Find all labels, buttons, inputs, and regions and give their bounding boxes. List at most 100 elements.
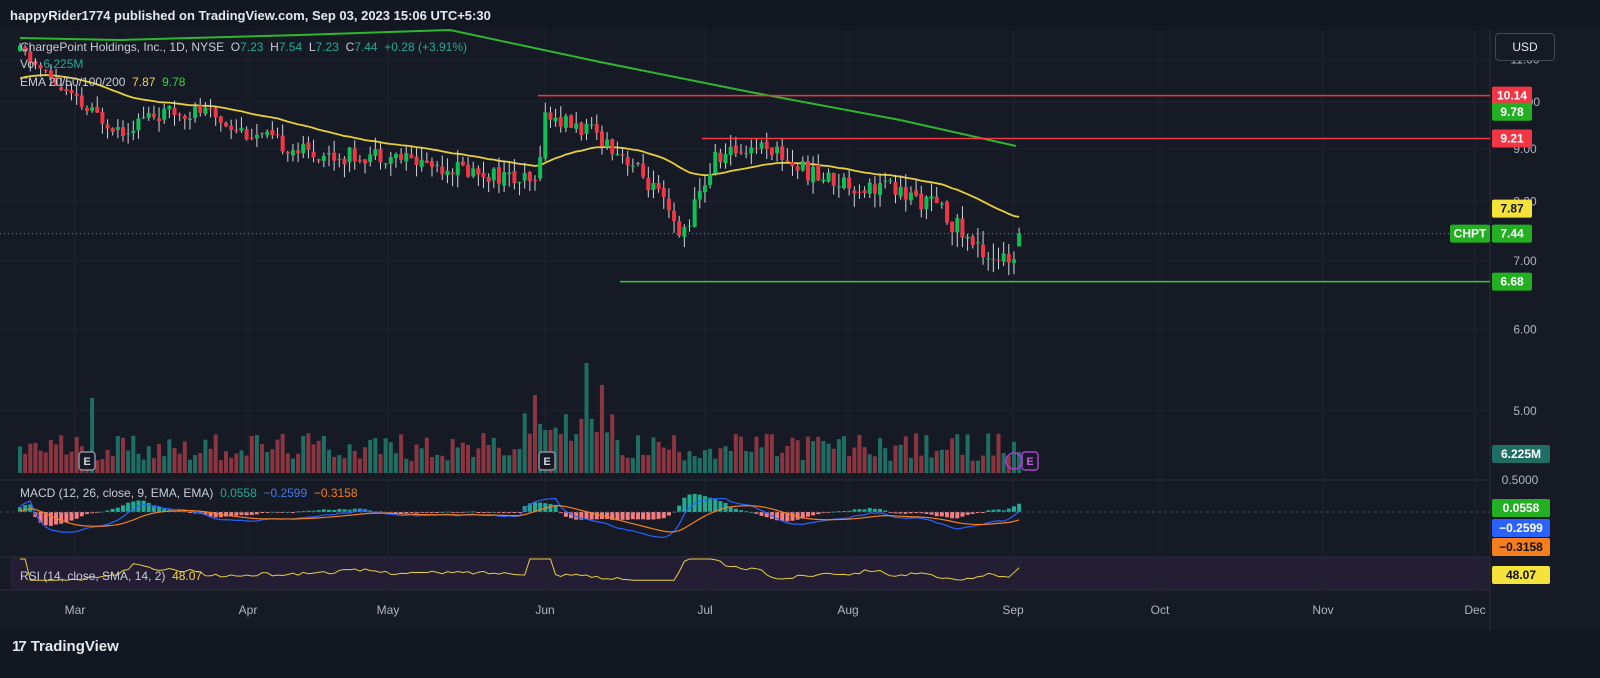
candle-body bbox=[718, 152, 723, 163]
volume-bar bbox=[404, 458, 409, 473]
candle-body bbox=[146, 113, 151, 118]
volume-bar bbox=[172, 447, 177, 473]
volume-bar bbox=[388, 442, 393, 473]
candle-body bbox=[599, 131, 604, 147]
macd-histogram-bar bbox=[739, 510, 743, 512]
candle-body bbox=[471, 168, 476, 177]
top-bar bbox=[0, 0, 1600, 30]
volume-bar bbox=[934, 450, 939, 473]
macd-histogram-bar bbox=[533, 502, 537, 512]
macd-histogram-bar bbox=[903, 512, 908, 514]
candle-body bbox=[656, 182, 661, 189]
candle-body bbox=[512, 171, 517, 184]
volume-bar bbox=[229, 457, 234, 473]
volume-bar bbox=[620, 455, 625, 473]
volume-bar bbox=[790, 437, 795, 473]
candle-body bbox=[337, 158, 342, 160]
volume-bar bbox=[110, 455, 115, 473]
volume-bar bbox=[857, 434, 862, 473]
candle-body bbox=[115, 127, 120, 130]
candle-body bbox=[167, 105, 172, 110]
volume-bar bbox=[316, 440, 321, 473]
candle-body bbox=[919, 193, 924, 210]
candle-body bbox=[527, 172, 532, 182]
candle-body bbox=[399, 154, 404, 160]
candle-body bbox=[126, 133, 131, 135]
volume-bar bbox=[878, 438, 883, 473]
candle-body bbox=[332, 152, 337, 161]
volume-bar bbox=[419, 448, 424, 473]
macd-histogram-bar bbox=[929, 512, 934, 515]
candle-body bbox=[903, 187, 908, 200]
volume-bar bbox=[517, 448, 522, 473]
candle-body bbox=[867, 182, 872, 194]
volume-bar bbox=[939, 449, 944, 473]
candle-body bbox=[285, 152, 290, 154]
candle-body bbox=[435, 164, 440, 166]
macd-histogram-bar bbox=[867, 507, 872, 512]
macd-histogram-bar bbox=[90, 512, 95, 514]
macd-histogram-bar bbox=[687, 494, 692, 512]
low-value: 7.23 bbox=[315, 40, 339, 54]
volume-bar bbox=[249, 435, 254, 473]
x-tick-label: Aug bbox=[837, 603, 858, 617]
candle-body bbox=[507, 172, 512, 175]
symbol-name[interactable]: ChargePoint Holdings, Inc., 1D, NYSE bbox=[20, 40, 225, 54]
volume-bar bbox=[785, 445, 790, 473]
volume-bar bbox=[234, 453, 239, 473]
macd-histogram-bar bbox=[115, 507, 120, 512]
macd-tag bbox=[1492, 538, 1550, 556]
volume-bar bbox=[383, 438, 388, 473]
x-tick-label: Oct bbox=[1151, 603, 1170, 617]
candle-body bbox=[18, 45, 22, 51]
macd-histogram-bar bbox=[38, 512, 43, 523]
currency-button[interactable]: USD bbox=[1495, 33, 1555, 61]
volume-bar bbox=[805, 436, 810, 473]
candle-body bbox=[64, 89, 69, 91]
tradingview-logo[interactable]: 17 TradingView bbox=[12, 638, 119, 655]
macd-histogram-bar bbox=[682, 497, 687, 512]
candle-body bbox=[327, 153, 331, 155]
volume-bar bbox=[342, 458, 347, 473]
volume-bar bbox=[213, 434, 218, 473]
macd-histogram-bar bbox=[249, 512, 254, 515]
volume-bar bbox=[357, 458, 362, 473]
volume-bar bbox=[836, 439, 841, 473]
candle-body bbox=[682, 227, 687, 237]
volume-bar bbox=[481, 433, 486, 473]
macd-histogram-bar bbox=[265, 512, 270, 513]
macd-histogram-bar bbox=[316, 510, 321, 512]
volume-bar bbox=[615, 439, 620, 473]
volume-bar bbox=[430, 457, 434, 473]
macd-histogram-bar bbox=[908, 512, 913, 514]
macd-histogram-bar bbox=[121, 505, 125, 512]
macd-histogram-bar bbox=[620, 512, 625, 520]
candle-body bbox=[275, 134, 280, 136]
macd-histogram-bar bbox=[898, 512, 903, 514]
candle-body bbox=[522, 173, 527, 181]
macd-histogram-bar bbox=[229, 512, 234, 517]
candle-body bbox=[687, 225, 692, 227]
candle-body bbox=[811, 166, 816, 183]
candle-body bbox=[636, 163, 640, 165]
candle-body bbox=[316, 159, 321, 161]
macd-histogram-bar bbox=[883, 510, 888, 512]
candle-body bbox=[677, 221, 682, 236]
open-value: 7.23 bbox=[240, 40, 264, 54]
volume-bar bbox=[306, 433, 311, 473]
symbol-tag bbox=[1450, 224, 1490, 243]
volume-bar bbox=[826, 443, 831, 473]
signal-line bbox=[19, 504, 1020, 533]
candle-body bbox=[445, 170, 450, 176]
candle-body bbox=[95, 106, 100, 113]
volume-bar bbox=[43, 452, 48, 473]
volume-bar bbox=[975, 460, 980, 473]
candle-body bbox=[301, 143, 306, 154]
macd-histogram-bar bbox=[780, 512, 785, 522]
candle-body bbox=[260, 132, 265, 134]
candle-body bbox=[533, 179, 537, 181]
volume-bar bbox=[167, 439, 172, 473]
macd-histogram-bar bbox=[831, 511, 836, 513]
candle-body bbox=[914, 190, 919, 196]
